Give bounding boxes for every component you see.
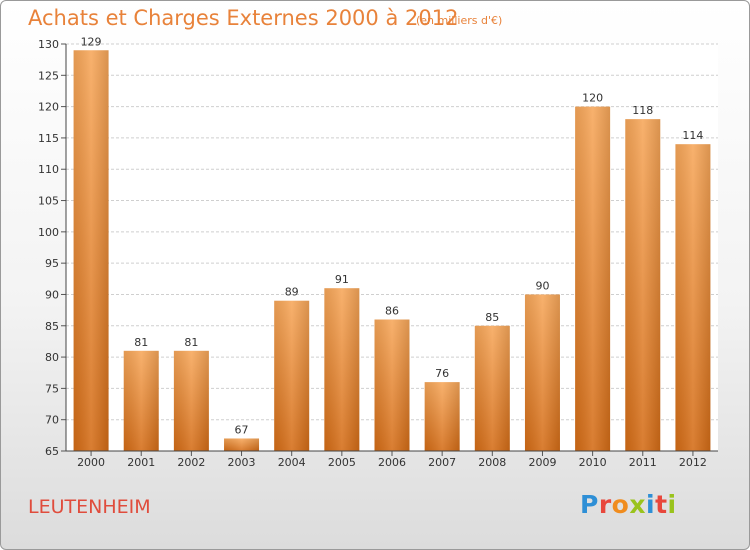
logo-letter: i <box>667 490 677 519</box>
chart-unit: (en milliers d'€) <box>416 14 503 27</box>
y-tick-label: 70 <box>45 414 59 427</box>
logo-letter: r <box>598 490 612 519</box>
y-tick-label: 130 <box>38 38 59 51</box>
bar-shade <box>675 144 711 451</box>
x-tick-label: 2009 <box>528 456 556 469</box>
bar-shade <box>274 300 310 451</box>
x-tick-label: 2004 <box>278 456 306 469</box>
logo-letter: t <box>655 490 668 519</box>
y-tick-label: 75 <box>45 382 59 395</box>
x-tick-label: 2011 <box>629 456 657 469</box>
y-tick-label: 125 <box>38 69 59 82</box>
y-tick-label: 80 <box>45 351 59 364</box>
bar-shade <box>324 288 360 451</box>
value-label: 76 <box>435 367 449 380</box>
value-label: 90 <box>535 279 549 292</box>
bar-shade <box>474 325 510 451</box>
value-label: 85 <box>485 311 499 324</box>
x-tick-label: 2000 <box>77 456 105 469</box>
value-label: 89 <box>285 286 299 299</box>
value-label: 81 <box>134 336 148 349</box>
value-label: 114 <box>682 129 703 142</box>
y-tick-label: 95 <box>45 257 59 270</box>
x-tick-label: 2003 <box>228 456 256 469</box>
value-label: 91 <box>335 273 349 286</box>
x-tick-label: 2010 <box>579 456 607 469</box>
commune-name: LEUTENHEIM <box>28 496 151 518</box>
x-tick-label: 2005 <box>328 456 356 469</box>
value-label: 81 <box>184 336 198 349</box>
bar-shade <box>123 350 159 451</box>
value-label: 67 <box>235 423 249 436</box>
y-tick-label: 65 <box>45 445 59 458</box>
y-tick-label: 90 <box>45 288 59 301</box>
y-tick-label: 120 <box>38 101 59 114</box>
value-label: 118 <box>632 104 653 117</box>
value-label: 120 <box>582 92 603 105</box>
bar-shade <box>173 350 209 451</box>
y-tick-label: 105 <box>38 195 59 208</box>
x-tick-label: 2012 <box>679 456 707 469</box>
bar-shade <box>575 106 611 451</box>
y-tick-label: 115 <box>38 132 59 145</box>
bar-shade <box>625 119 661 451</box>
logo-letter: P <box>580 490 599 519</box>
x-tick-label: 2001 <box>127 456 155 469</box>
bar-shade <box>524 294 560 451</box>
logo-letter: i <box>646 490 656 519</box>
y-tick-label: 85 <box>45 320 59 333</box>
x-tick-label: 2007 <box>428 456 456 469</box>
logo-letter: o <box>611 490 630 519</box>
proxiti-logo[interactable]: Proxiti <box>580 490 677 519</box>
bar-shade <box>374 319 410 451</box>
x-tick-label: 2008 <box>478 456 506 469</box>
x-tick-label: 2002 <box>177 456 205 469</box>
bar-shade <box>424 382 460 451</box>
x-tick-label: 2006 <box>378 456 406 469</box>
logo-letter: x <box>629 490 646 519</box>
value-label: 129 <box>81 35 102 48</box>
chart-title: Achats et Charges Externes 2000 à 2012 <box>28 6 459 30</box>
value-label: 86 <box>385 305 399 318</box>
y-tick-label: 100 <box>38 226 59 239</box>
bar-shade <box>73 50 109 452</box>
y-tick-label: 110 <box>38 163 59 176</box>
bar-shade <box>224 438 260 451</box>
